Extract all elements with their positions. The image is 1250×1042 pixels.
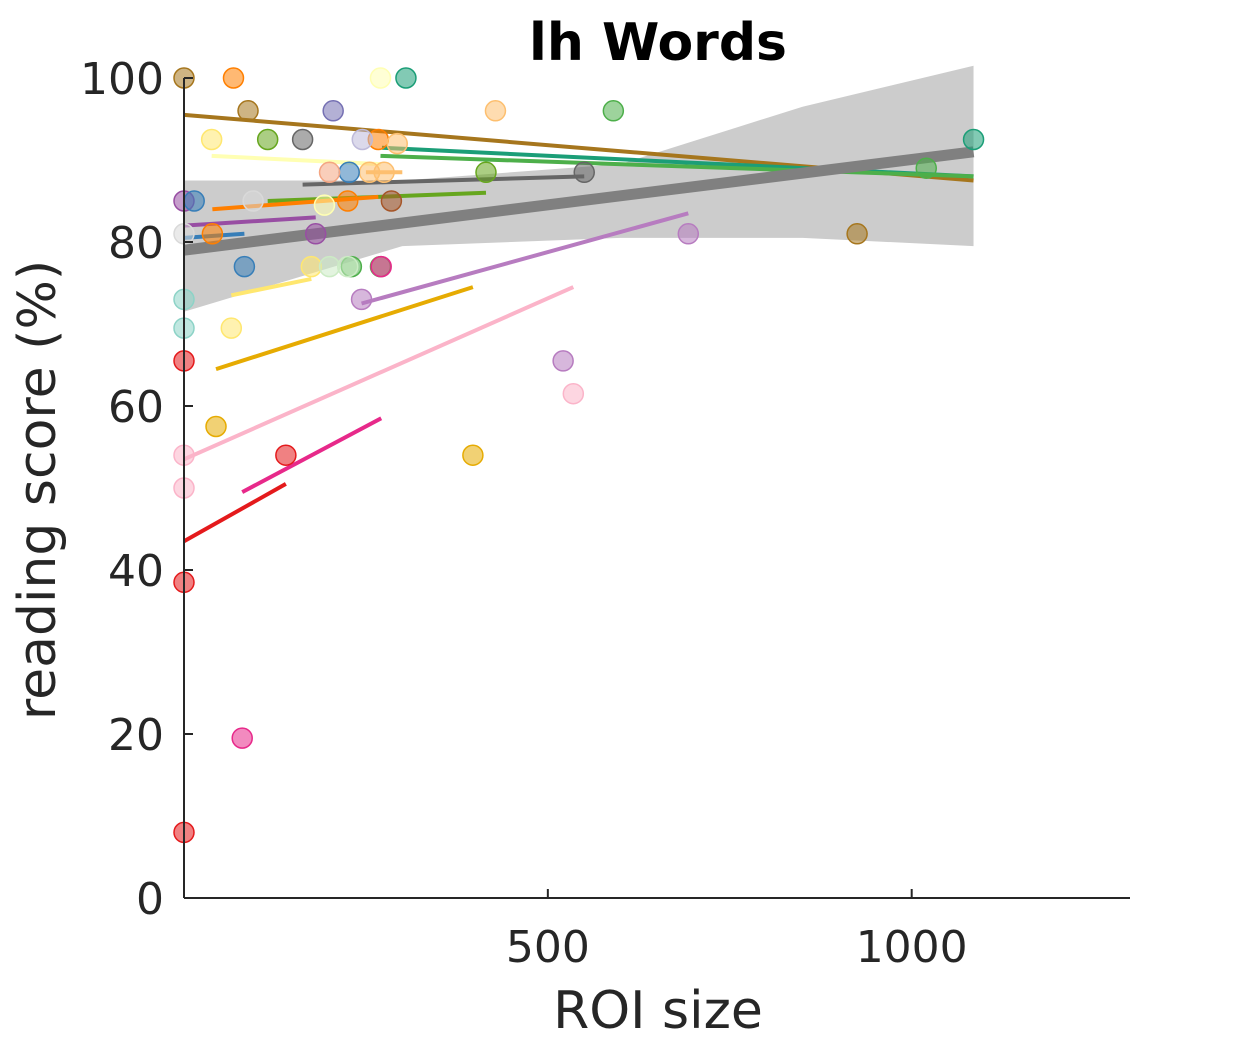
fit-lines-layer <box>183 112 974 544</box>
data-point-s14-3 <box>300 255 323 278</box>
chart-title: lh Words <box>529 13 787 73</box>
data-point-s7-3 <box>201 223 224 245</box>
series-fit-line-9 <box>183 215 316 228</box>
axes <box>183 78 1130 899</box>
data-point-s6-2 <box>475 161 497 184</box>
data-point-s21-1 <box>380 190 403 212</box>
x-tick-label: 1000 <box>856 922 968 973</box>
y-tick-label: 60 <box>108 382 164 433</box>
data-point-s1-2 <box>237 100 259 122</box>
data-point-s4-2 <box>462 444 484 466</box>
series-fit-line-11 <box>183 482 287 544</box>
y-tick-label: 80 <box>108 218 164 269</box>
data-point-s9-2 <box>304 223 327 245</box>
series-fit-line-5 <box>302 174 585 187</box>
data-point-s8-2 <box>386 132 408 155</box>
data-point-s18-1 <box>322 100 344 122</box>
y-tick-label: 40 <box>108 546 164 597</box>
data-point-s7-4 <box>336 190 359 212</box>
y-axis-label: reading score (%) <box>8 260 68 720</box>
x-ticks: 500 1000 <box>506 889 968 973</box>
data-point-s20-1 <box>318 161 341 184</box>
confidence-band-layer <box>184 65 974 312</box>
data-point-s3-2 <box>915 157 937 179</box>
y-tick-label: 0 <box>136 874 164 925</box>
data-point-s10-2 <box>231 727 253 749</box>
data-point-s15-2 <box>313 194 336 216</box>
confidence-band <box>184 65 974 312</box>
data-point-s13-2 <box>677 223 700 245</box>
data-point-s23-2 <box>336 255 359 278</box>
series-fit-line-3 <box>380 153 974 179</box>
data-point-s12-3 <box>562 382 585 405</box>
series-fit-line-13 <box>361 211 689 306</box>
data-point-s5-1 <box>291 128 314 151</box>
data-point-s8-3 <box>484 100 507 122</box>
data-point-s17-3 <box>183 190 205 212</box>
series-fit-line-15 <box>211 153 381 167</box>
data-point-s11-4 <box>275 444 297 466</box>
data-point-s3-1 <box>602 100 625 122</box>
data-point-s14-1 <box>200 128 223 151</box>
series-fit-line-12 <box>183 285 575 462</box>
data-point-s19-1 <box>351 128 374 151</box>
x-tick-label: 500 <box>506 922 590 973</box>
series-fit-line-10 <box>241 416 383 494</box>
data-point-s5-2 <box>573 161 595 184</box>
data-point-s23-1 <box>318 255 341 278</box>
data-point-s17-2 <box>338 161 360 184</box>
series-fit-line-14 <box>230 276 312 298</box>
y-ticks: 0 20 40 60 80 100 <box>80 54 193 925</box>
data-point-s2-1 <box>395 67 417 89</box>
data-point-s8-4 <box>358 161 381 184</box>
data-point-s17-1 <box>233 255 256 278</box>
data-point-s7-1 <box>222 67 245 89</box>
data-point-s4-1 <box>205 415 227 438</box>
data-point-s6-1 <box>256 128 279 151</box>
x-axis-label: ROI size <box>553 981 763 1041</box>
points-layer <box>173 67 985 844</box>
y-tick-label: 100 <box>80 54 164 105</box>
data-point-s15-1 <box>369 67 392 89</box>
y-tick-label: 20 <box>108 710 164 761</box>
data-point-s22-2 <box>242 190 264 212</box>
data-point-s1-3 <box>846 223 868 245</box>
series-fit-line-4 <box>215 285 474 372</box>
data-point-s10-1 <box>370 255 392 278</box>
data-point-s13-3 <box>552 350 574 372</box>
data-point-s2-2 <box>962 128 985 151</box>
data-point-s14-2 <box>220 317 243 339</box>
data-point-s13-1 <box>350 288 373 311</box>
